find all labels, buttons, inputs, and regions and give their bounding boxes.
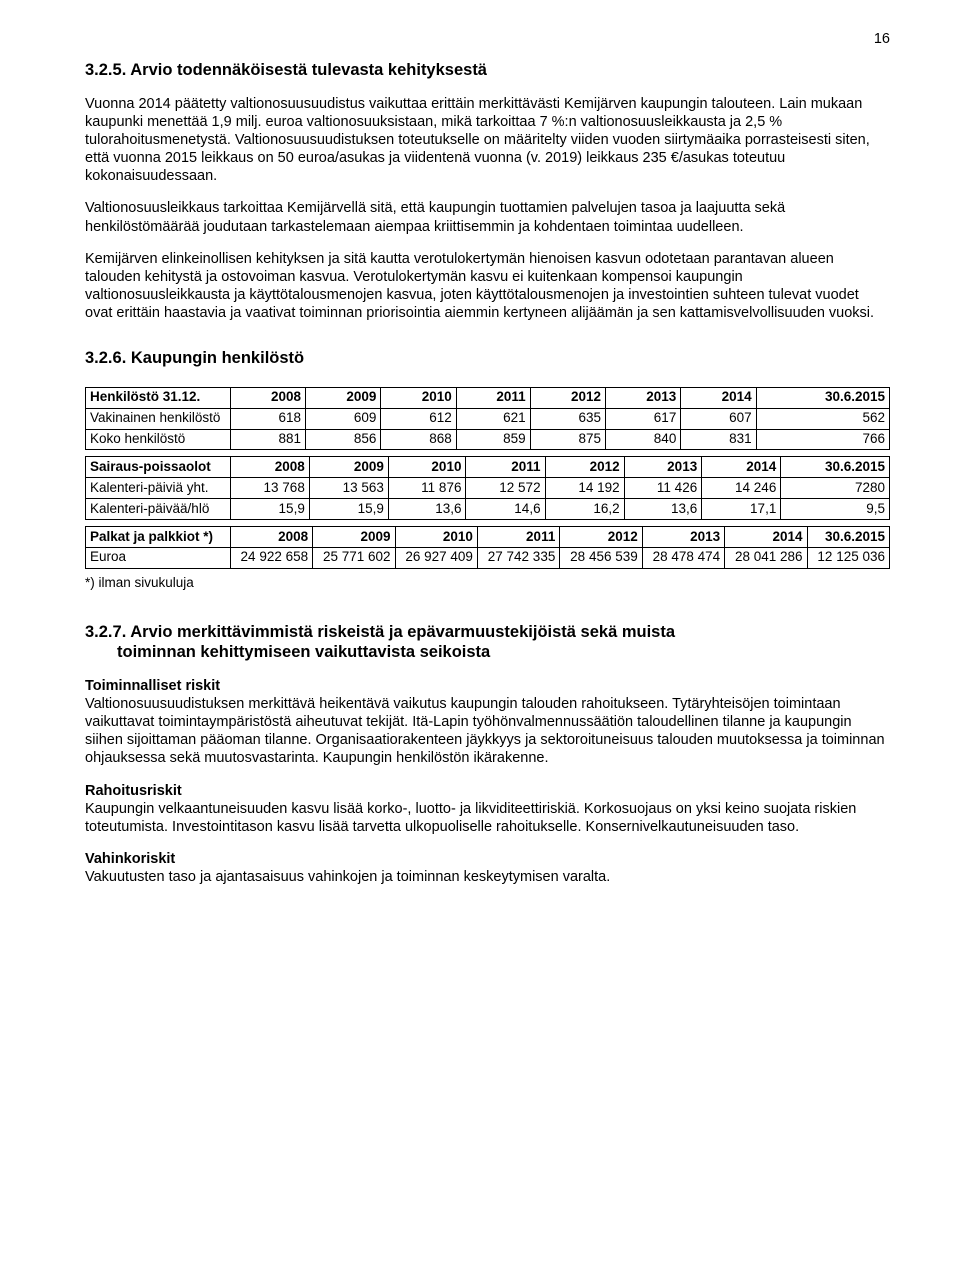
table-cell: Kalenteri-päivää/hlö: [86, 499, 231, 520]
table-header-cell: 2008: [230, 457, 309, 478]
table-cell: 840: [605, 429, 680, 450]
table-cell: 607: [681, 408, 756, 429]
table-header-cell: Palkat ja palkkiot *): [86, 527, 231, 548]
table-header-cell: Henkilöstö 31.12.: [86, 387, 231, 408]
table-header-cell: 2013: [605, 387, 680, 408]
table-header-cell: 2008: [230, 527, 312, 548]
table-cell: 831: [681, 429, 756, 450]
section-327-heading-line1: 3.2.7. Arvio merkittävimmistä riskeistä …: [85, 622, 890, 643]
table-cell: 612: [381, 408, 456, 429]
table-cell: 618: [230, 408, 305, 429]
table-cell: 14 192: [545, 478, 624, 499]
table-cell: 28 456 539: [560, 547, 642, 568]
table-cell: 25 771 602: [313, 547, 395, 568]
table-row: Kalenteri-päivää/hlö 15,9 15,9 13,6 14,6…: [86, 499, 890, 520]
table-header-cell: 2011: [466, 457, 545, 478]
table-header-cell: 2014: [681, 387, 756, 408]
page-number: 16: [85, 30, 890, 48]
financial-risks-text: Kaupungin velkaantuneisuuden kasvu lisää…: [85, 800, 890, 836]
table-cell: 9,5: [781, 499, 890, 520]
table-cell: 17,1: [702, 499, 781, 520]
operational-risks-text: Valtionosuusuudistuksen merkittävä heike…: [85, 695, 890, 768]
table-cell: 15,9: [230, 499, 309, 520]
table-header-cell: 2013: [642, 527, 724, 548]
table-cell: 609: [306, 408, 381, 429]
table-cell: 13,6: [388, 499, 466, 520]
table-henkilosto: Henkilöstö 31.12. 2008 2009 2010 2011 20…: [85, 387, 890, 451]
table-row: Koko henkilöstö 881 856 868 859 875 840 …: [86, 429, 890, 450]
table-cell: 12 572: [466, 478, 545, 499]
table-header-cell: 2010: [395, 527, 477, 548]
table-cell: Euroa: [86, 547, 231, 568]
table-header-cell: 2008: [230, 387, 305, 408]
table-header-cell: Sairaus-poissaolot: [86, 457, 231, 478]
table-header-cell: 2012: [530, 387, 605, 408]
table-footnote: *) ilman sivukuluja: [85, 575, 890, 592]
table-header-cell: 2012: [545, 457, 624, 478]
section-325-heading: 3.2.5. Arvio todennäköisestä tulevasta k…: [85, 60, 890, 81]
table-row: Palkat ja palkkiot *) 2008 2009 2010 201…: [86, 527, 890, 548]
table-cell: 24 922 658: [230, 547, 312, 568]
table-cell: 617: [605, 408, 680, 429]
table-row: Kalenteri-päiviä yht. 13 768 13 563 11 8…: [86, 478, 890, 499]
table-header-cell: 2013: [624, 457, 702, 478]
table-header-cell: 2009: [313, 527, 395, 548]
section-325-p3: Kemijärven elinkeinollisen kehityksen ja…: [85, 250, 890, 323]
section-325-p1: Vuonna 2014 päätetty valtionosuusuudistu…: [85, 95, 890, 186]
table-cell: 28 478 474: [642, 547, 724, 568]
table-header-cell: 2011: [477, 527, 559, 548]
table-cell: 15,9: [309, 499, 388, 520]
table-cell: 868: [381, 429, 456, 450]
table-cell: 14,6: [466, 499, 545, 520]
table-header-cell: 2014: [725, 527, 807, 548]
table-palkat: Palkat ja palkkiot *) 2008 2009 2010 201…: [85, 526, 890, 569]
table-cell: Vakinainen henkilöstö: [86, 408, 231, 429]
table-row: Euroa 24 922 658 25 771 602 26 927 409 2…: [86, 547, 890, 568]
table-header-cell: 2010: [381, 387, 456, 408]
table-cell: Koko henkilöstö: [86, 429, 231, 450]
table-cell: 11 426: [624, 478, 702, 499]
table-header-cell: 30.6.2015: [756, 387, 889, 408]
table-cell: 766: [756, 429, 889, 450]
section-325-p2: Valtionosuusleikkaus tarkoittaa Kemijärv…: [85, 199, 890, 235]
table-row: Vakinainen henkilöstö 618 609 612 621 63…: [86, 408, 890, 429]
table-cell: 13 768: [230, 478, 309, 499]
table-cell: 7280: [781, 478, 890, 499]
table-header-cell: 2010: [388, 457, 466, 478]
table-cell: 26 927 409: [395, 547, 477, 568]
table-cell: 11 876: [388, 478, 466, 499]
table-cell: 16,2: [545, 499, 624, 520]
section-326-heading: 3.2.6. Kaupungin henkilöstö: [85, 348, 890, 369]
table-row: Henkilöstö 31.12. 2008 2009 2010 2011 20…: [86, 387, 890, 408]
table-cell: 562: [756, 408, 889, 429]
table-cell: 12 125 036: [807, 547, 889, 568]
section-327-heading-line2: toiminnan kehittymiseen vaikuttavista se…: [117, 642, 890, 663]
financial-risks-label: Rahoitusriskit: [85, 782, 890, 800]
table-cell: 28 041 286: [725, 547, 807, 568]
operational-risks-label: Toiminnalliset riskit: [85, 677, 890, 695]
table-header-cell: 2009: [309, 457, 388, 478]
table-cell: 875: [530, 429, 605, 450]
table-header-cell: 30.6.2015: [807, 527, 889, 548]
table-cell: 856: [306, 429, 381, 450]
table-cell: 859: [456, 429, 530, 450]
table-cell: 881: [230, 429, 305, 450]
table-header-cell: 30.6.2015: [781, 457, 890, 478]
damage-risks-label: Vahinkoriskit: [85, 850, 890, 868]
table-cell: 621: [456, 408, 530, 429]
table-header-cell: 2011: [456, 387, 530, 408]
table-cell: 13,6: [624, 499, 702, 520]
table-cell: 14 246: [702, 478, 781, 499]
table-cell: 13 563: [309, 478, 388, 499]
table-cell: Kalenteri-päiviä yht.: [86, 478, 231, 499]
table-header-cell: 2009: [306, 387, 381, 408]
damage-risks-text: Vakuutusten taso ja ajantasaisuus vahink…: [85, 868, 890, 886]
table-header-cell: 2014: [702, 457, 781, 478]
table-sairauspoissaolot: Sairaus-poissaolot 2008 2009 2010 2011 2…: [85, 456, 890, 520]
table-header-cell: 2012: [560, 527, 642, 548]
table-cell: 27 742 335: [477, 547, 559, 568]
table-row: Sairaus-poissaolot 2008 2009 2010 2011 2…: [86, 457, 890, 478]
table-cell: 635: [530, 408, 605, 429]
